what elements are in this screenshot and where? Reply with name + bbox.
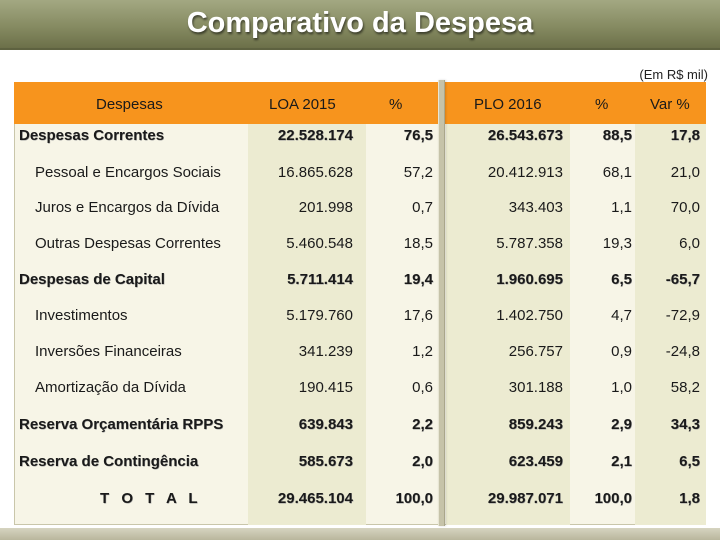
cell-var: -65,7 — [665, 271, 700, 288]
cell-pct-loa: 19,4 — [403, 271, 433, 288]
header-pct-loa: % — [389, 96, 403, 113]
page-title: Comparativo da Despesa — [186, 7, 534, 39]
header-plo-2016: PLO 2016 — [474, 96, 542, 113]
cell-pct-loa: 57,2 — [403, 164, 433, 181]
row-label-juros: Juros e Encargos da Dívida — [35, 199, 220, 216]
cell-pct-plo: 68,1 — [602, 164, 632, 181]
cell-plo: 256.757 — [508, 343, 563, 360]
cell-var: 70,0 — [670, 199, 700, 216]
cell-var: 17,8 — [670, 127, 700, 144]
cell-pct-plo: 6,5 — [611, 271, 632, 288]
cell-plo: 29.987.071 — [487, 490, 563, 507]
cell-loa: 201.998 — [298, 199, 353, 216]
cell-var: 34,3 — [670, 416, 700, 433]
cell-pct-loa: 1,2 — [412, 343, 433, 360]
cell-pct-loa: 100,0 — [395, 490, 433, 507]
cell-plo: 20.412.913 — [487, 164, 563, 181]
cell-plo: 301.188 — [508, 379, 563, 396]
loa-column-shade — [248, 82, 366, 525]
cell-pct-plo: 2,1 — [611, 453, 632, 470]
header-var-pct: Var % — [650, 96, 690, 113]
column-divider — [438, 80, 445, 526]
cell-var: -72,9 — [665, 307, 700, 324]
cell-plo: 5.787.358 — [496, 235, 563, 252]
row-label-despesas-capital: Despesas de Capital — [19, 271, 165, 288]
cell-plo: 1.402.750 — [496, 307, 563, 324]
table-header-row — [14, 82, 706, 124]
cell-loa: 639.843 — [298, 416, 353, 433]
header-pct-plo: % — [595, 96, 609, 113]
cell-pct-plo: 1,1 — [611, 199, 632, 216]
cell-loa: 5.711.414 — [287, 271, 353, 288]
cell-pct-plo: 19,3 — [602, 235, 632, 252]
cell-plo: 26.543.673 — [487, 127, 563, 144]
cell-pct-loa: 76,5 — [403, 127, 433, 144]
cell-loa: 29.465.104 — [277, 490, 353, 507]
var-column-shade — [635, 82, 706, 525]
cell-pct-plo: 100,0 — [594, 490, 632, 507]
cell-pct-plo: 2,9 — [611, 416, 632, 433]
cell-pct-plo: 0,9 — [611, 343, 632, 360]
cell-pct-loa: 0,7 — [412, 199, 433, 216]
cell-plo: 623.459 — [508, 453, 563, 470]
cell-loa: 22.528.174 — [277, 127, 353, 144]
cell-pct-loa: 18,5 — [403, 235, 433, 252]
cell-pct-loa: 17,6 — [403, 307, 433, 324]
cell-pct-loa: 0,6 — [412, 379, 433, 396]
cell-var: 6,5 — [679, 453, 700, 470]
cell-loa: 190.415 — [298, 379, 353, 396]
cell-pct-loa: 2,2 — [412, 416, 433, 433]
cell-plo: 859.243 — [508, 416, 563, 433]
row-label-reserva-contingencia: Reserva de Contingência — [19, 453, 199, 470]
row-label-amortizacao: Amortização da Dívida — [35, 379, 186, 396]
unit-note: (Em R$ mil) — [639, 67, 708, 82]
cell-pct-plo: 88,5 — [602, 127, 632, 144]
header-despesas: Despesas — [96, 96, 163, 113]
cell-var: 21,0 — [670, 164, 700, 181]
row-label-despesas-correntes: Despesas Correntes — [19, 127, 165, 144]
cell-plo: 1.960.695 — [496, 271, 563, 288]
row-label-reserva-rpps: Reserva Orçamentária RPPS — [19, 416, 224, 433]
row-label-pessoal: Pessoal e Encargos Sociais — [35, 164, 221, 181]
plo-column-shade — [446, 82, 570, 525]
cell-loa: 16.865.628 — [277, 164, 353, 181]
cell-loa: 5.179.760 — [286, 307, 353, 324]
cell-loa: 341.239 — [298, 343, 353, 360]
row-label-inversoes: Inversões Financeiras — [35, 343, 182, 360]
header-loa-2015: LOA 2015 — [269, 96, 336, 113]
cell-var: -24,8 — [665, 343, 700, 360]
cell-pct-plo: 4,7 — [611, 307, 632, 324]
row-label-outras-despesas: Outras Despesas Correntes — [35, 235, 221, 252]
row-label-total: T O T A L — [100, 490, 202, 507]
cell-var: 58,2 — [670, 379, 700, 396]
cell-pct-plo: 1,0 — [611, 379, 632, 396]
title-bar: Comparativo da Despesa — [0, 0, 720, 50]
row-label-investimentos: Investimentos — [35, 307, 128, 324]
cell-var: 1,8 — [679, 490, 700, 507]
cell-loa: 5.460.548 — [286, 235, 353, 252]
bottom-strip — [0, 528, 720, 540]
cell-plo: 343.403 — [508, 199, 563, 216]
cell-loa: 585.673 — [298, 453, 353, 470]
cell-pct-loa: 2,0 — [412, 453, 433, 470]
cell-var: 6,0 — [679, 235, 700, 252]
